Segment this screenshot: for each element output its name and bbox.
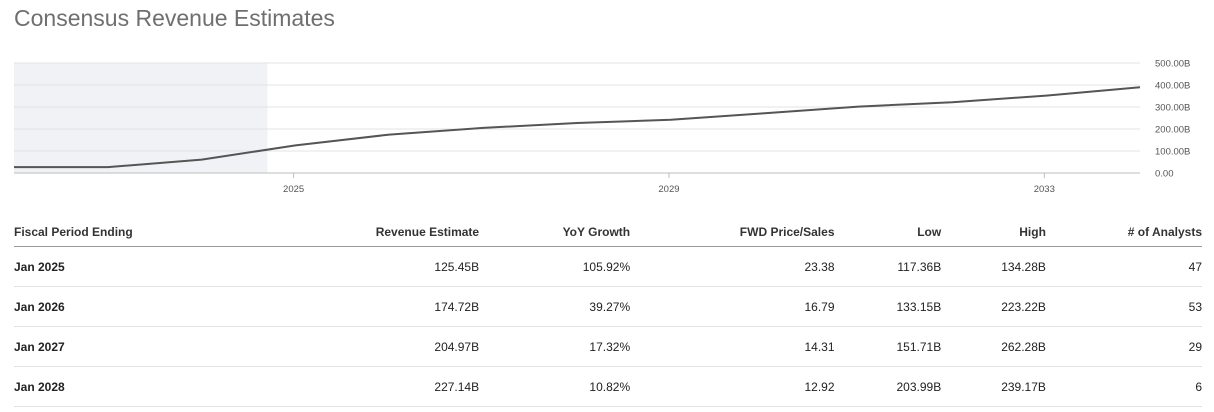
- header-yoy-growth[interactable]: YoY Growth: [479, 218, 631, 247]
- header-low[interactable]: Low: [834, 218, 942, 247]
- high-cell: 134.28B: [941, 246, 1046, 287]
- x-tick-label: 2029: [658, 184, 679, 195]
- num-analysts-cell: 6: [1045, 366, 1202, 407]
- yoy-growth-cell: 105.92%: [479, 246, 631, 287]
- yoy-growth-cell: 10.82%: [479, 366, 631, 407]
- header-num-analysts[interactable]: # of Analysts: [1045, 218, 1202, 247]
- low-cell: 203.99B: [834, 366, 942, 407]
- low-cell: 117.36B: [834, 246, 942, 287]
- header-revenue-estimate[interactable]: Revenue Estimate: [215, 218, 480, 247]
- fwd-price-sales-cell: 23.38: [630, 246, 835, 287]
- fiscal-period-cell: Jan 2028: [14, 366, 216, 407]
- num-analysts-cell: 47: [1045, 246, 1202, 287]
- x-tick-label: 2025: [283, 184, 304, 195]
- x-tick-label: 2033: [1034, 184, 1055, 195]
- fiscal-period-cell: Jan 2025: [14, 246, 216, 287]
- header-fiscal-period[interactable]: Fiscal Period Ending: [14, 218, 216, 247]
- y-tick-label: 400.00B: [1155, 81, 1190, 92]
- num-analysts-cell: 29: [1045, 326, 1202, 367]
- fwd-price-sales-cell: 16.79: [630, 286, 835, 327]
- high-cell: 223.22B: [941, 286, 1046, 327]
- low-cell: 133.15B: [834, 286, 942, 327]
- table-row: Jan 2027 204.97B 17.32% 14.31 151.71B 26…: [14, 326, 1202, 367]
- table-header-row: Fiscal Period Ending Revenue Estimate Yo…: [14, 218, 1202, 247]
- table-row: Jan 2026 174.72B 39.27% 16.79 133.15B 22…: [14, 286, 1202, 327]
- y-tick-label: 0.00: [1155, 169, 1174, 180]
- fwd-price-sales-cell: 14.31: [630, 326, 835, 367]
- fiscal-period-cell: Jan 2026: [14, 286, 216, 327]
- revenue-estimate-cell: 174.72B: [215, 286, 480, 327]
- y-tick-label: 300.00B: [1155, 103, 1190, 114]
- header-high[interactable]: High: [941, 218, 1046, 247]
- y-tick-label: 100.00B: [1155, 147, 1190, 158]
- table-row: Jan 2025 125.45B 105.92% 23.38 117.36B 1…: [14, 246, 1202, 287]
- yoy-growth-cell: 17.32%: [479, 326, 631, 367]
- revenue-estimates-chart: 500.00B 400.00B 300.00B 200.00B 100.00B 0.00 2…: [14, 59, 1190, 195]
- low-cell: 151.71B: [834, 326, 942, 367]
- num-analysts-cell: 53: [1045, 286, 1202, 327]
- high-cell: 239.17B: [941, 366, 1046, 407]
- revenue-estimate-cell: 204.97B: [215, 326, 480, 367]
- y-tick-label: 200.00B: [1155, 125, 1190, 136]
- fwd-price-sales-cell: 12.92: [630, 366, 835, 407]
- header-fwd-price-sales[interactable]: FWD Price/Sales: [630, 218, 835, 247]
- table-row: Jan 2028 227.14B 10.82% 12.92 203.99B 23…: [14, 366, 1202, 407]
- yoy-growth-cell: 39.27%: [479, 286, 631, 327]
- revenue-estimate-cell: 227.14B: [215, 366, 480, 407]
- fiscal-period-cell: Jan 2027: [14, 326, 216, 367]
- high-cell: 262.28B: [941, 326, 1046, 367]
- page-title: Consensus Revenue Estimates: [14, 5, 335, 31]
- revenue-estimate-cell: 125.45B: [215, 246, 480, 287]
- revenue-estimate-line: [14, 86, 1141, 169]
- revenue-estimates-table: Fiscal Period Ending Revenue Estimate Yo…: [14, 218, 1202, 407]
- y-tick-label: 500.00B: [1155, 59, 1190, 70]
- historical-period-shading: [14, 63, 268, 173]
